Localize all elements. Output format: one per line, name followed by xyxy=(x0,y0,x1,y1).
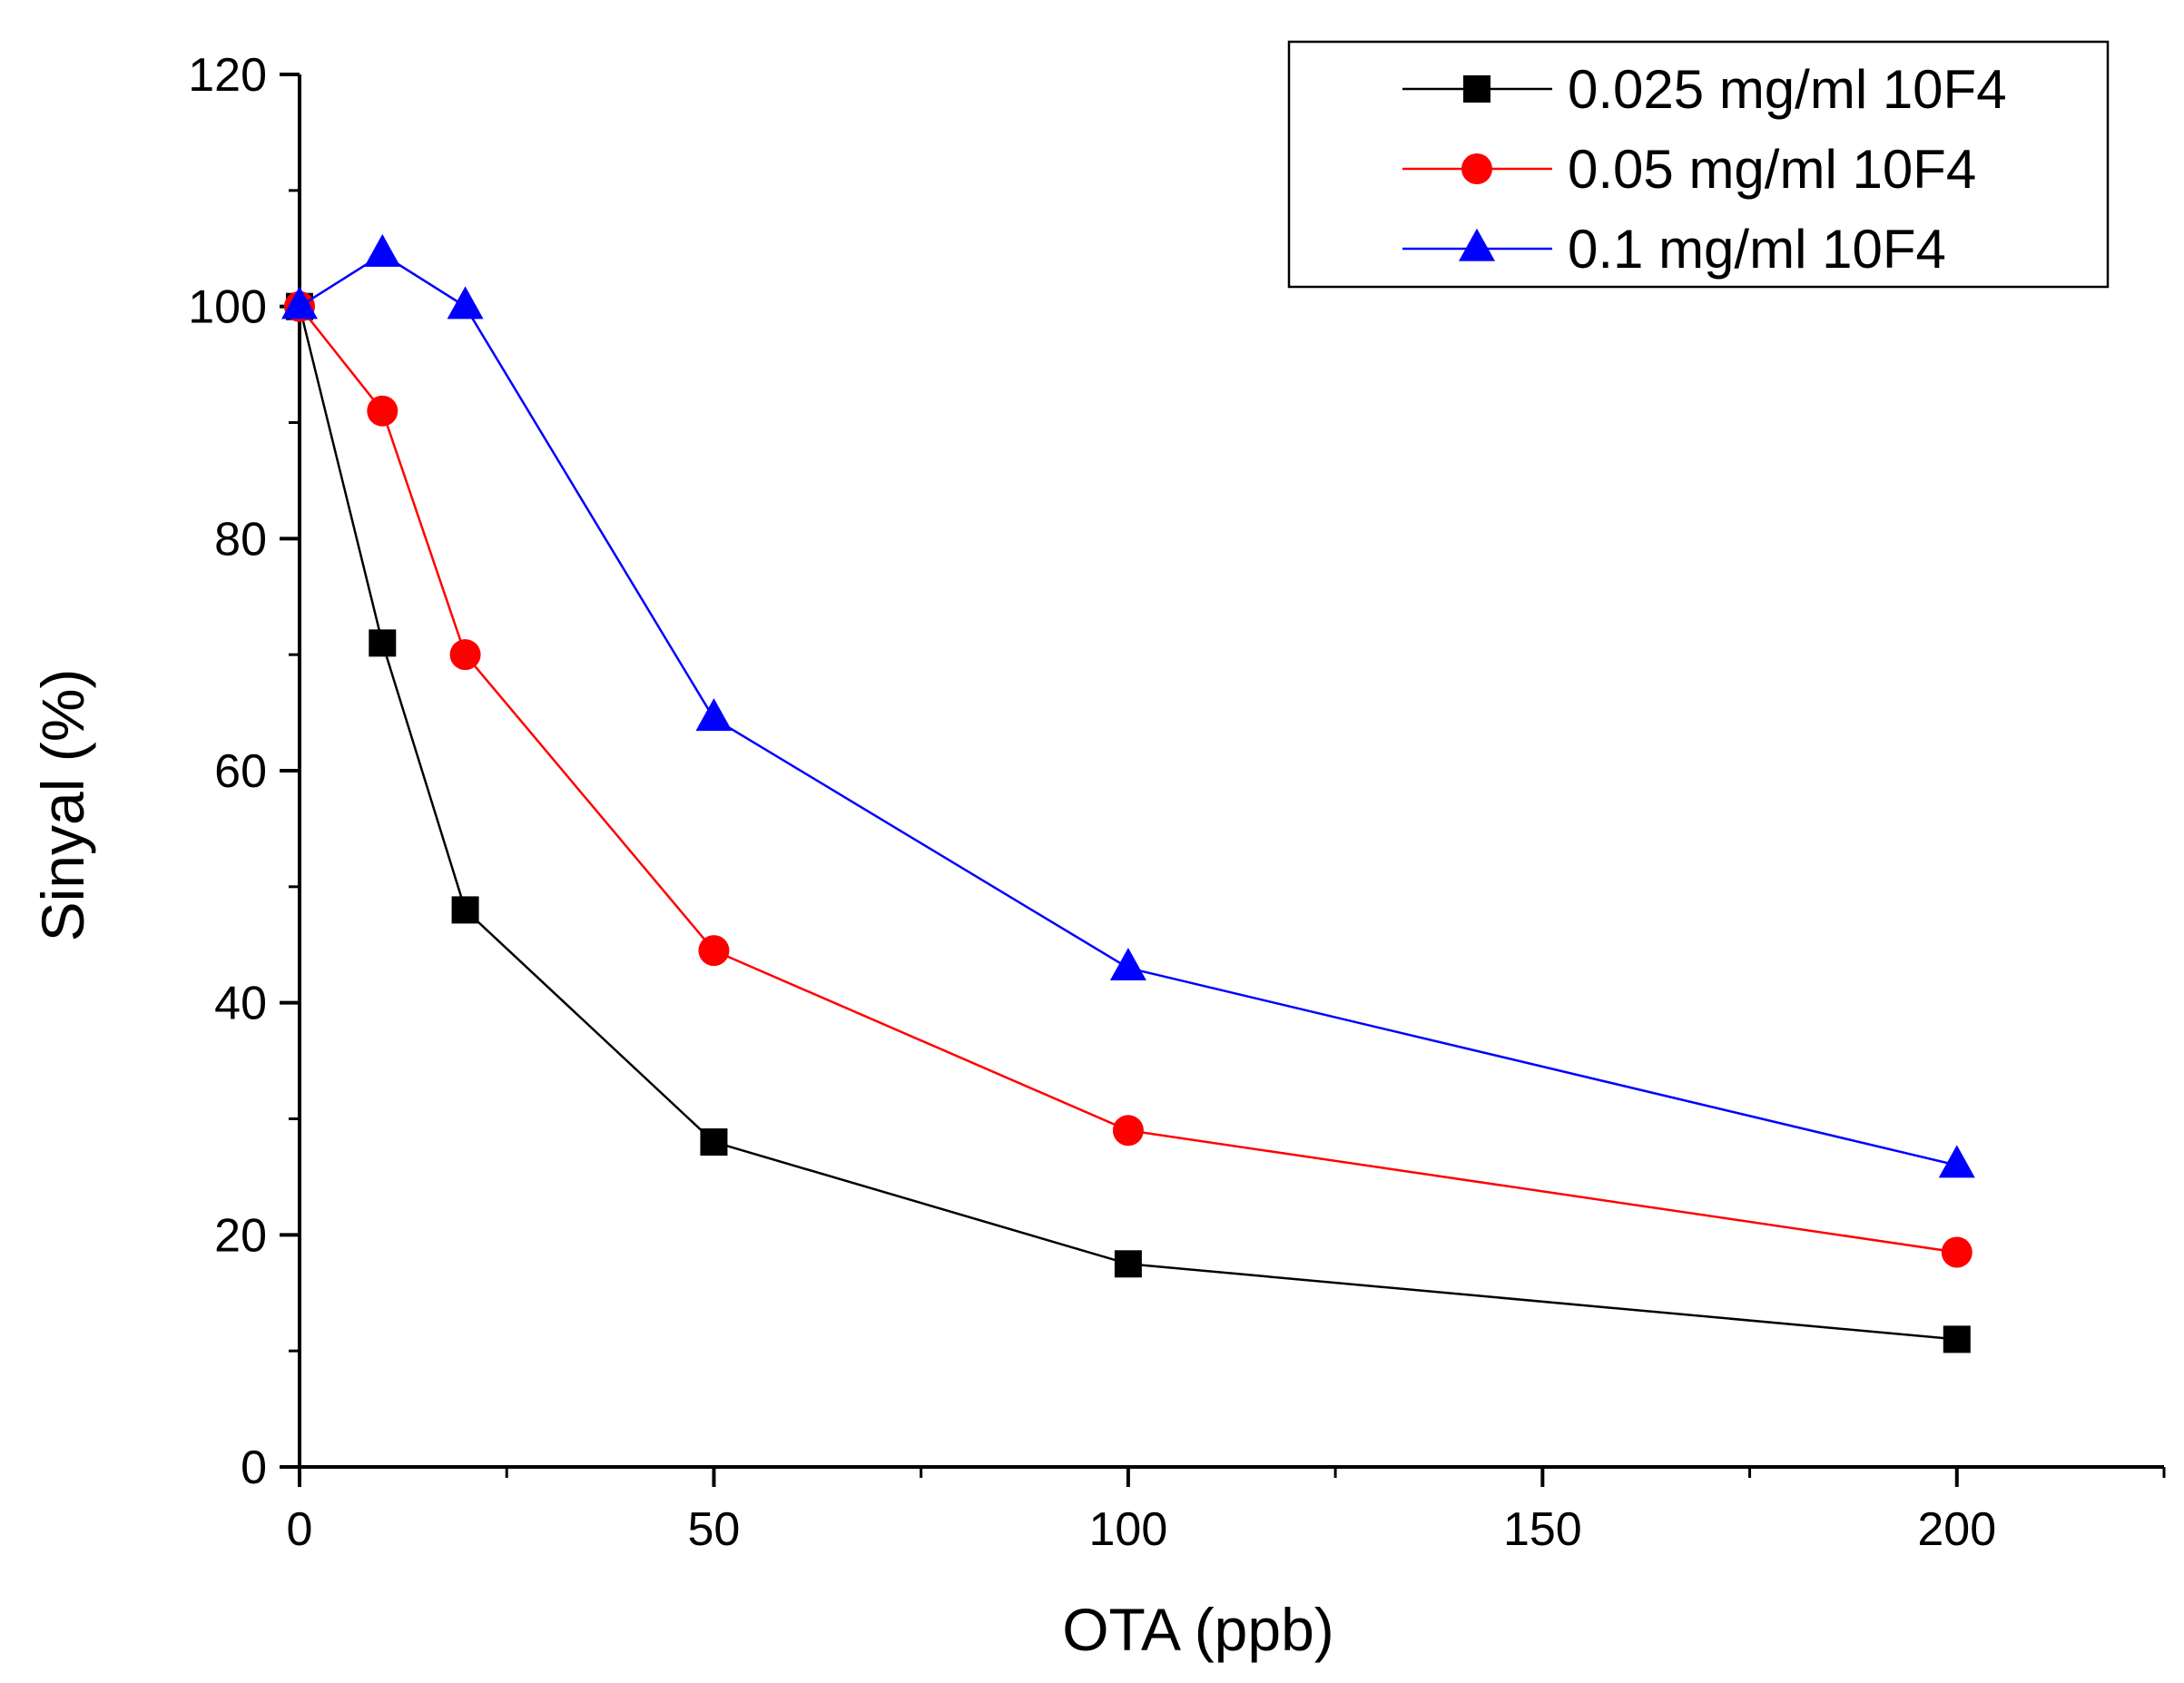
legend-marker-triangle xyxy=(1459,228,1495,261)
data-point-circle xyxy=(367,395,398,427)
data-point-circle xyxy=(449,639,481,671)
x-tick-label: 0 xyxy=(287,1503,313,1556)
data-point-triangle xyxy=(695,698,733,732)
data-point-triangle xyxy=(364,233,401,267)
series-3 xyxy=(281,233,1975,1178)
data-point-circle xyxy=(1941,1236,1972,1268)
data-point-square xyxy=(451,896,479,924)
series-line xyxy=(299,305,1957,1254)
x-tick-label: 100 xyxy=(1089,1503,1168,1556)
legend-entry: 0.1 mg/ml 10F4 xyxy=(1402,219,1946,280)
x-axis-title: OTA (ppb) xyxy=(1062,1596,1334,1663)
legend: 0.025 mg/ml 10F4 0.05 mg/ml 10F4 0.1 mg/ml… xyxy=(1287,40,2110,289)
y-tick-label: 20 xyxy=(214,1209,267,1262)
data-point-square xyxy=(700,1128,728,1156)
series-line xyxy=(298,306,1957,1341)
data-point-triangle xyxy=(447,286,484,320)
data-point-square xyxy=(369,629,397,657)
legend-box xyxy=(1287,40,2110,289)
series-line xyxy=(299,252,1958,1166)
x-tick-label: 150 xyxy=(1503,1503,1582,1556)
x-tick-label: 50 xyxy=(688,1503,741,1556)
y-tick-label: 60 xyxy=(214,745,267,798)
data-point-square xyxy=(1114,1250,1142,1278)
legend-marker-circle xyxy=(1461,153,1492,184)
legend-entry: 0.025 mg/ml 10F4 xyxy=(1402,59,2007,120)
y-tick-label: 80 xyxy=(214,513,267,566)
legend-label: 0.05 mg/ml 10F4 xyxy=(1568,139,1976,200)
data-point-circle xyxy=(1112,1115,1144,1147)
x-tick-label: 200 xyxy=(1917,1503,1996,1556)
legend-entry: 0.05 mg/ml 10F4 xyxy=(1402,139,1976,200)
series-1 xyxy=(286,292,1971,1353)
y-tick-label: 40 xyxy=(214,978,267,1030)
y-tick-label: 100 xyxy=(188,281,267,334)
series-2 xyxy=(284,290,1972,1268)
data-point-triangle xyxy=(1109,947,1146,980)
data-point-triangle xyxy=(1938,1145,1975,1178)
data-point-square xyxy=(1943,1325,1971,1353)
legend-marker-square xyxy=(1463,75,1490,103)
legend-label: 0.025 mg/ml 10F4 xyxy=(1568,59,2007,120)
data-point-triangle xyxy=(281,286,318,320)
data-point-circle xyxy=(698,935,730,967)
series-layer xyxy=(281,233,1975,1353)
y-axis-title: Sinyal (%) xyxy=(29,669,96,942)
y-tick-label: 0 xyxy=(241,1442,267,1494)
legend-label: 0.1 mg/ml 10F4 xyxy=(1568,219,1946,280)
y-tick-label: 120 xyxy=(188,49,267,102)
